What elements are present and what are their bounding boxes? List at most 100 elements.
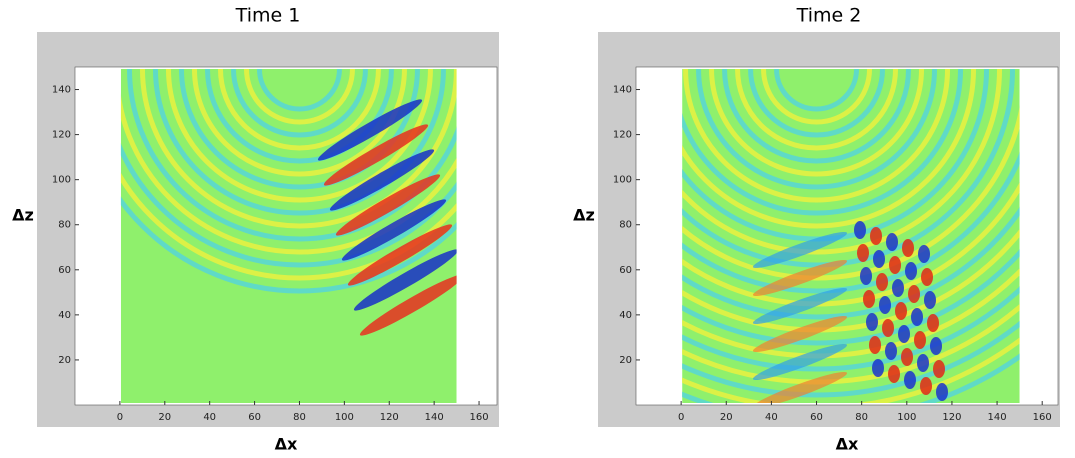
wave-cell [892,279,904,297]
wavefront [120,196,457,294]
wavefront [682,69,976,229]
y-tick-label: 100 [613,175,632,186]
wavefield [682,69,1020,403]
panel: Time 1 Δx Δz 0 20 40 60 80 100 120 140 160 20 40 60 80 1… [12,5,499,454]
wave-cell [870,227,882,245]
x-tick-label: 60 [810,412,823,423]
wave-cell [908,285,920,303]
wave-cell [927,314,939,332]
y-tick-label: 60 [58,265,71,276]
wavefront [153,69,446,216]
wavefront [682,206,1020,320]
y-tick-label: 20 [619,355,632,366]
wave-cell [901,348,913,366]
wavefront [683,69,950,203]
wave-cell [889,256,901,274]
wave-cell [876,273,888,291]
wave-band [347,224,453,286]
wave-cell [920,377,932,395]
wave-band [752,343,848,381]
wavefront [682,286,1020,372]
wavefront [735,69,899,151]
x-tick-label: 0 [678,412,684,423]
y-tick-label: 80 [619,220,632,231]
wave-cell [917,354,929,372]
wave-cell [898,325,910,343]
wavefront [682,69,1015,268]
y-tick-label: 120 [613,130,632,141]
wave-cell [879,296,891,314]
x-axis-label: Δx [836,435,859,454]
wave-band [752,259,848,297]
wavefield [120,69,457,403]
x-tick-label: 80 [293,412,306,423]
wave-band [335,174,441,236]
wave-cell [904,371,916,389]
wave-band [752,231,848,269]
x-tick-label: 160 [469,412,488,423]
y-axis-label: Δz [573,206,595,225]
y-tick-label: 40 [619,310,632,321]
chart-title: Time 2 [796,5,862,27]
wave-cell [854,221,866,239]
x-tick-label: 100 [335,412,354,423]
wave-band [323,124,429,186]
wave-cell [930,337,942,355]
wave-cell [918,245,930,263]
wave-band [341,199,447,261]
x-tick-label: 100 [897,412,916,423]
wavefront [748,69,886,138]
wavefront [217,69,381,151]
wave-cell [911,308,923,326]
y-tick-label: 140 [52,85,71,96]
x-tick-label: 160 [1033,412,1052,423]
x-tick-label: 120 [380,412,399,423]
wavefront [166,69,433,203]
wave-band [752,315,848,353]
wavefront [709,69,925,177]
wavefront [230,69,368,138]
x-tick-label: 40 [203,412,216,423]
wave-band [353,249,457,311]
wavefront [256,69,342,112]
wave-cell [873,250,885,268]
x-tick-label: 80 [855,412,868,423]
wavefront [191,69,407,177]
wavefront [761,69,873,125]
wavefront [140,69,457,229]
wavefront [696,69,937,190]
wave-band [752,287,848,325]
wavefront [682,249,1020,346]
wave-cell [860,267,872,285]
x-tick-label: 20 [720,412,733,423]
y-tick-label: 20 [58,355,71,366]
wavefront [682,152,1020,294]
wavefront [120,94,457,255]
x-tick-label: 120 [942,412,961,423]
x-tick-label: 140 [425,412,444,423]
x-tick-label: 0 [117,412,123,423]
y-tick-label: 100 [52,175,71,186]
wave-cell [863,290,875,308]
x-tick-label: 140 [988,412,1007,423]
y-tick-label: 120 [52,130,71,141]
wavefront [243,69,355,125]
y-tick-label: 60 [619,265,632,276]
wave-cell [924,291,936,309]
wavefront [722,69,912,164]
y-tick-label: 80 [58,220,71,231]
wave-band [317,99,423,161]
x-axis-label: Δx [275,435,298,454]
wavefront [682,69,963,216]
axes-outline [635,66,1059,406]
y-axis-label: Δz [12,206,34,225]
wave-cell [905,262,917,280]
y-tick-label: 140 [613,85,632,96]
wave-cell [869,336,881,354]
wave-cell [872,359,884,377]
wave-cell [936,383,948,401]
wave-cell [902,239,914,257]
wave-cell [933,360,945,378]
wave-cell [882,319,894,337]
